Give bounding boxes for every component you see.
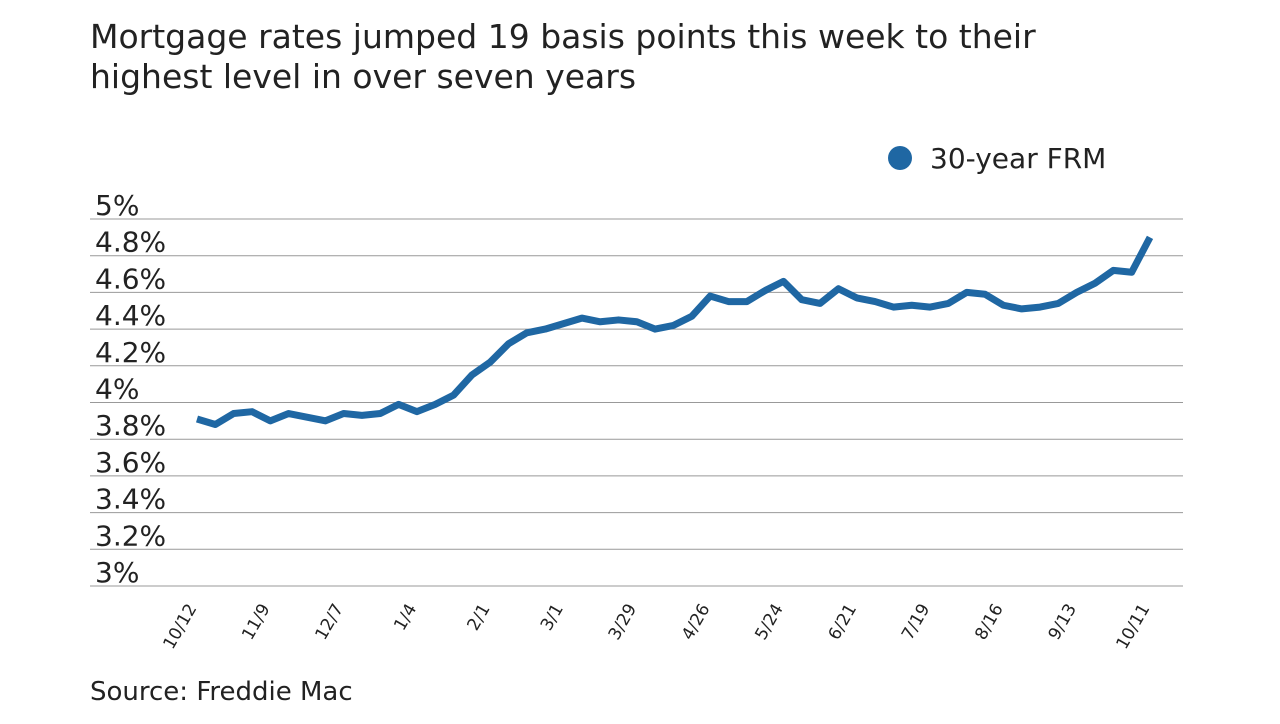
y-tick-label: 4% — [95, 373, 139, 406]
x-tick-label: 11/9 — [238, 601, 274, 644]
x-tick-label: 10/12 — [160, 601, 202, 653]
y-tick-label: 3% — [95, 556, 139, 589]
y-tick-label: 3.6% — [95, 446, 166, 479]
y-tick-label: 4.2% — [95, 336, 166, 369]
y-tick-label: 5% — [95, 189, 139, 222]
legend-marker — [888, 146, 912, 170]
x-tick-label: 2/1 — [464, 601, 495, 635]
source: Source: Freddie Mac — [90, 677, 353, 707]
chart-title: Mortgage rates jumped 19 basis points th… — [90, 17, 1036, 96]
x-tick-label: 10/11 — [1113, 601, 1155, 653]
y-tick-label: 3.8% — [95, 409, 166, 442]
x-tick-label: 5/24 — [751, 601, 787, 644]
line — [195, 235, 1154, 429]
x-tick-label: 1/4 — [390, 601, 421, 635]
x-tick-label: 6/21 — [825, 601, 861, 644]
x-tick-label: 3/1 — [537, 601, 568, 635]
legend-label: 30-year FRM — [930, 142, 1106, 175]
y-tick-label: 4.6% — [95, 262, 166, 295]
x-tick-label: 7/19 — [898, 601, 934, 644]
y-tick-label: 3.4% — [95, 483, 166, 516]
y-tick-label: 3.2% — [95, 519, 166, 552]
x-tick-label: 9/13 — [1045, 601, 1081, 644]
y-tick-label: 4.4% — [95, 299, 166, 332]
y-tick-label: 4.8% — [95, 226, 166, 259]
x-tick-label: 12/7 — [312, 601, 348, 644]
x-tick-label: 8/16 — [971, 601, 1007, 644]
x-tick-label: 3/29 — [605, 601, 641, 644]
x-tick-label: 4/26 — [678, 601, 714, 644]
